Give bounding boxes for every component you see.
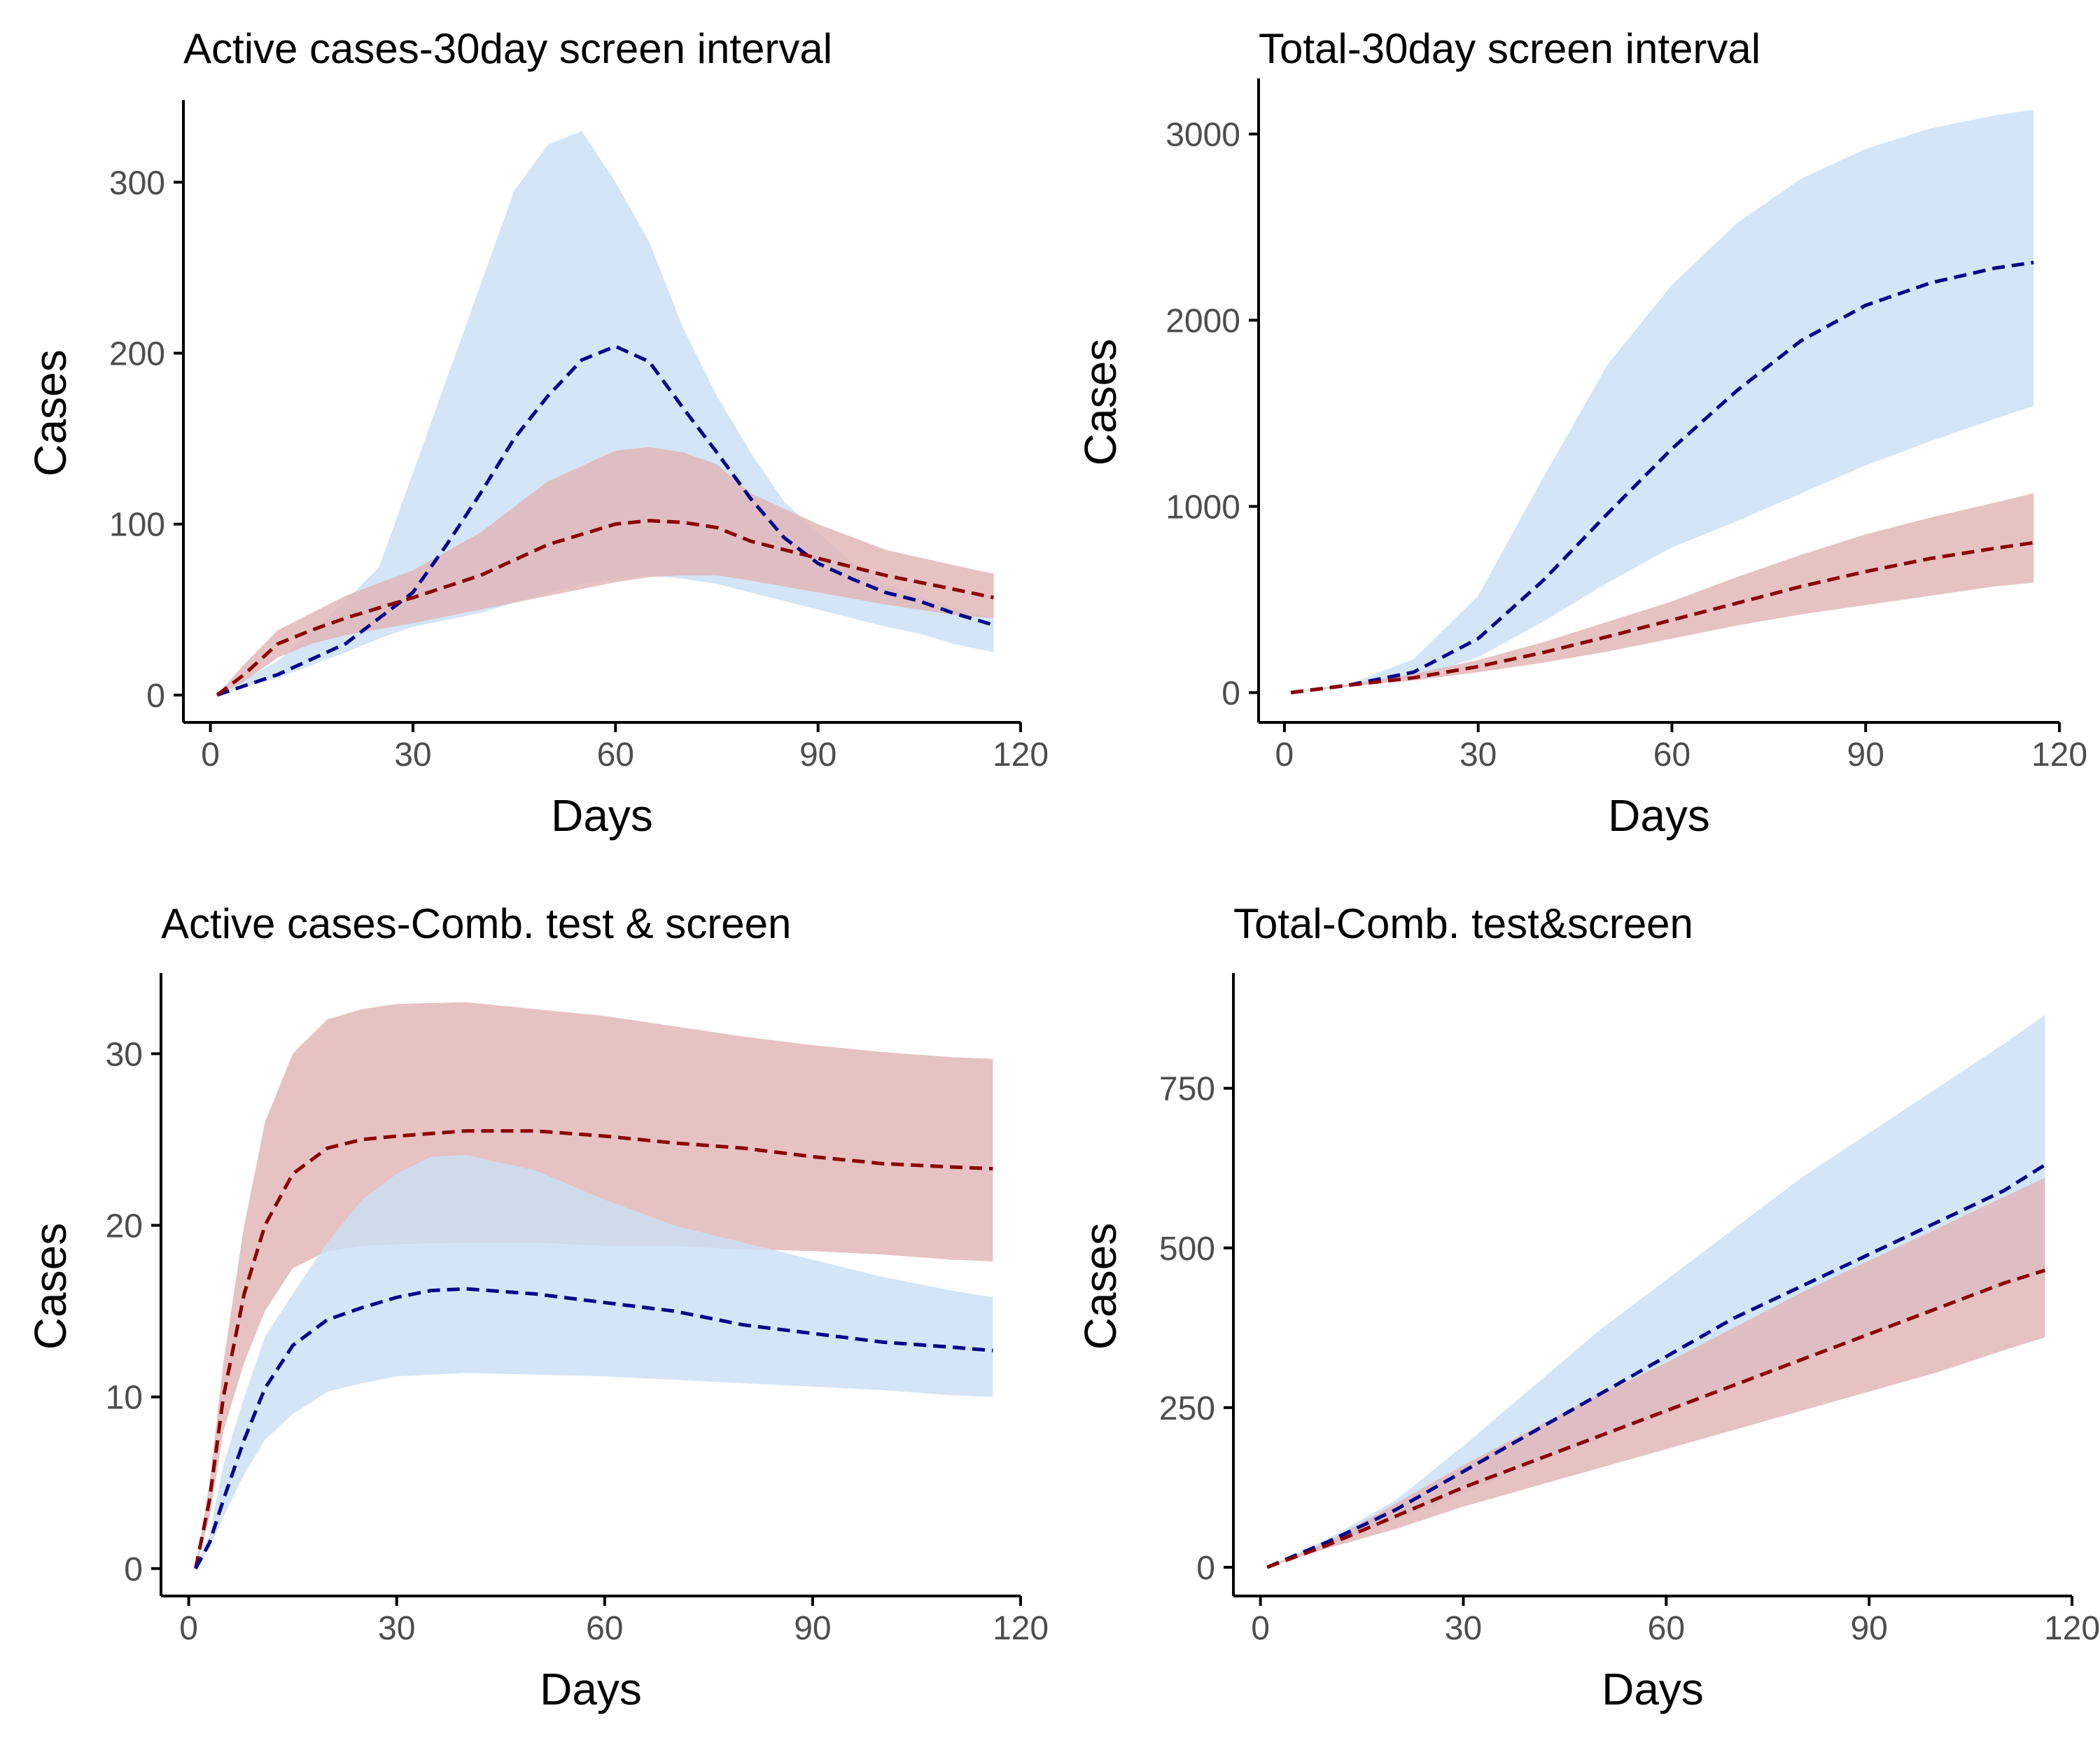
y-tick-label: 100 <box>109 507 165 544</box>
y-tick-label: 0 <box>1222 675 1240 712</box>
blue-confidence-band <box>1291 109 2034 693</box>
x-axis-label: Days <box>551 790 653 841</box>
y-axis-label: Cases <box>1075 1223 1126 1350</box>
chart-panel-4: 0 30 60 90 120 0 250 500 750 Total-Comb. test&scr… <box>1075 900 2100 1714</box>
x-tick-label: 120 <box>2031 736 2087 774</box>
chart-title: Total-30day screen interval <box>1259 25 1760 72</box>
red-mean-line <box>1266 1268 2046 1569</box>
red-mean-line <box>216 519 994 696</box>
x-tick-label: 30 <box>1445 1610 1482 1647</box>
blue-confidence-band <box>195 1155 993 1569</box>
x-tick-label: 120 <box>993 736 1049 774</box>
x-axis-label: Days <box>1608 790 1710 841</box>
x-tick-label: 90 <box>1850 1610 1887 1647</box>
x-tick-label: 0 <box>201 736 220 774</box>
x-tick-label: 90 <box>794 1610 831 1647</box>
chart-panel-2: 0 30 60 90 120 0 1000 2000 3000 Total-30day scree… <box>1075 25 2087 841</box>
x-tick-label: 60 <box>1653 736 1690 774</box>
chart-title: Total-Comb. test&screen <box>1233 900 1693 947</box>
red-confidence-band <box>1267 1177 2045 1567</box>
y-tick-label: 300 <box>109 164 165 202</box>
y-tick-label: 200 <box>109 336 165 373</box>
red-confidence-band <box>195 1002 993 1569</box>
blue-confidence-band <box>1267 1014 2045 1567</box>
blue-mean-line <box>1290 260 2034 694</box>
x-tick-label: 90 <box>1847 736 1884 774</box>
y-tick-label: 250 <box>1159 1390 1215 1427</box>
blue-mean-line <box>1266 1163 2046 1569</box>
x-tick-label: 0 <box>1275 736 1294 774</box>
y-axis-label: Cases <box>1075 339 1126 465</box>
y-tick-label: 30 <box>106 1036 143 1073</box>
x-tick-label: 60 <box>586 1610 623 1647</box>
x-tick-label: 0 <box>1251 1610 1270 1647</box>
y-tick-label: 1000 <box>1166 489 1240 526</box>
x-tick-label: 120 <box>993 1610 1049 1647</box>
x-tick-label: 60 <box>597 736 634 774</box>
chart-panel-3: 0 30 60 90 120 0 10 20 30 Active cases-Comb. test… <box>25 900 1049 1714</box>
x-tick-label: 90 <box>799 736 836 774</box>
x-tick-label: 60 <box>1648 1610 1685 1647</box>
y-tick-label: 750 <box>1159 1071 1215 1108</box>
y-tick-label: 500 <box>1159 1231 1215 1268</box>
blue-mean-line <box>194 1287 993 1569</box>
red-mean-line <box>1290 540 2034 694</box>
x-tick-label: 30 <box>394 736 431 774</box>
x-tick-label: 0 <box>179 1610 198 1647</box>
blue-mean-line <box>216 344 995 697</box>
x-axis-label: Days <box>540 1664 642 1714</box>
y-tick-label: 2000 <box>1166 302 1240 340</box>
red-confidence-band <box>217 447 994 695</box>
y-axis-label: Cases <box>25 349 76 476</box>
x-tick-label: 120 <box>2044 1610 2100 1647</box>
y-tick-label: 10 <box>106 1380 143 1417</box>
y-tick-label: 3000 <box>1166 116 1240 153</box>
x-axis-label: Days <box>1602 1664 1704 1714</box>
red-mean-line <box>194 1129 993 1569</box>
y-tick-label: 0 <box>1196 1550 1215 1587</box>
y-axis-label: Cases <box>25 1223 76 1350</box>
y-tick-label: 20 <box>106 1208 143 1245</box>
chart-title: Active cases-30day screen interval <box>183 25 832 72</box>
y-tick-label: 0 <box>146 678 165 715</box>
y-tick-label: 0 <box>124 1551 143 1588</box>
chart-title: Active cases-Comb. test & screen <box>161 900 791 947</box>
red-confidence-band <box>1291 493 2034 693</box>
x-tick-label: 30 <box>378 1610 415 1647</box>
x-tick-label: 30 <box>1460 736 1497 774</box>
chart-panel-1: 0 30 60 90 120 0 100 200 300 Active cases-30day s… <box>25 25 1049 841</box>
